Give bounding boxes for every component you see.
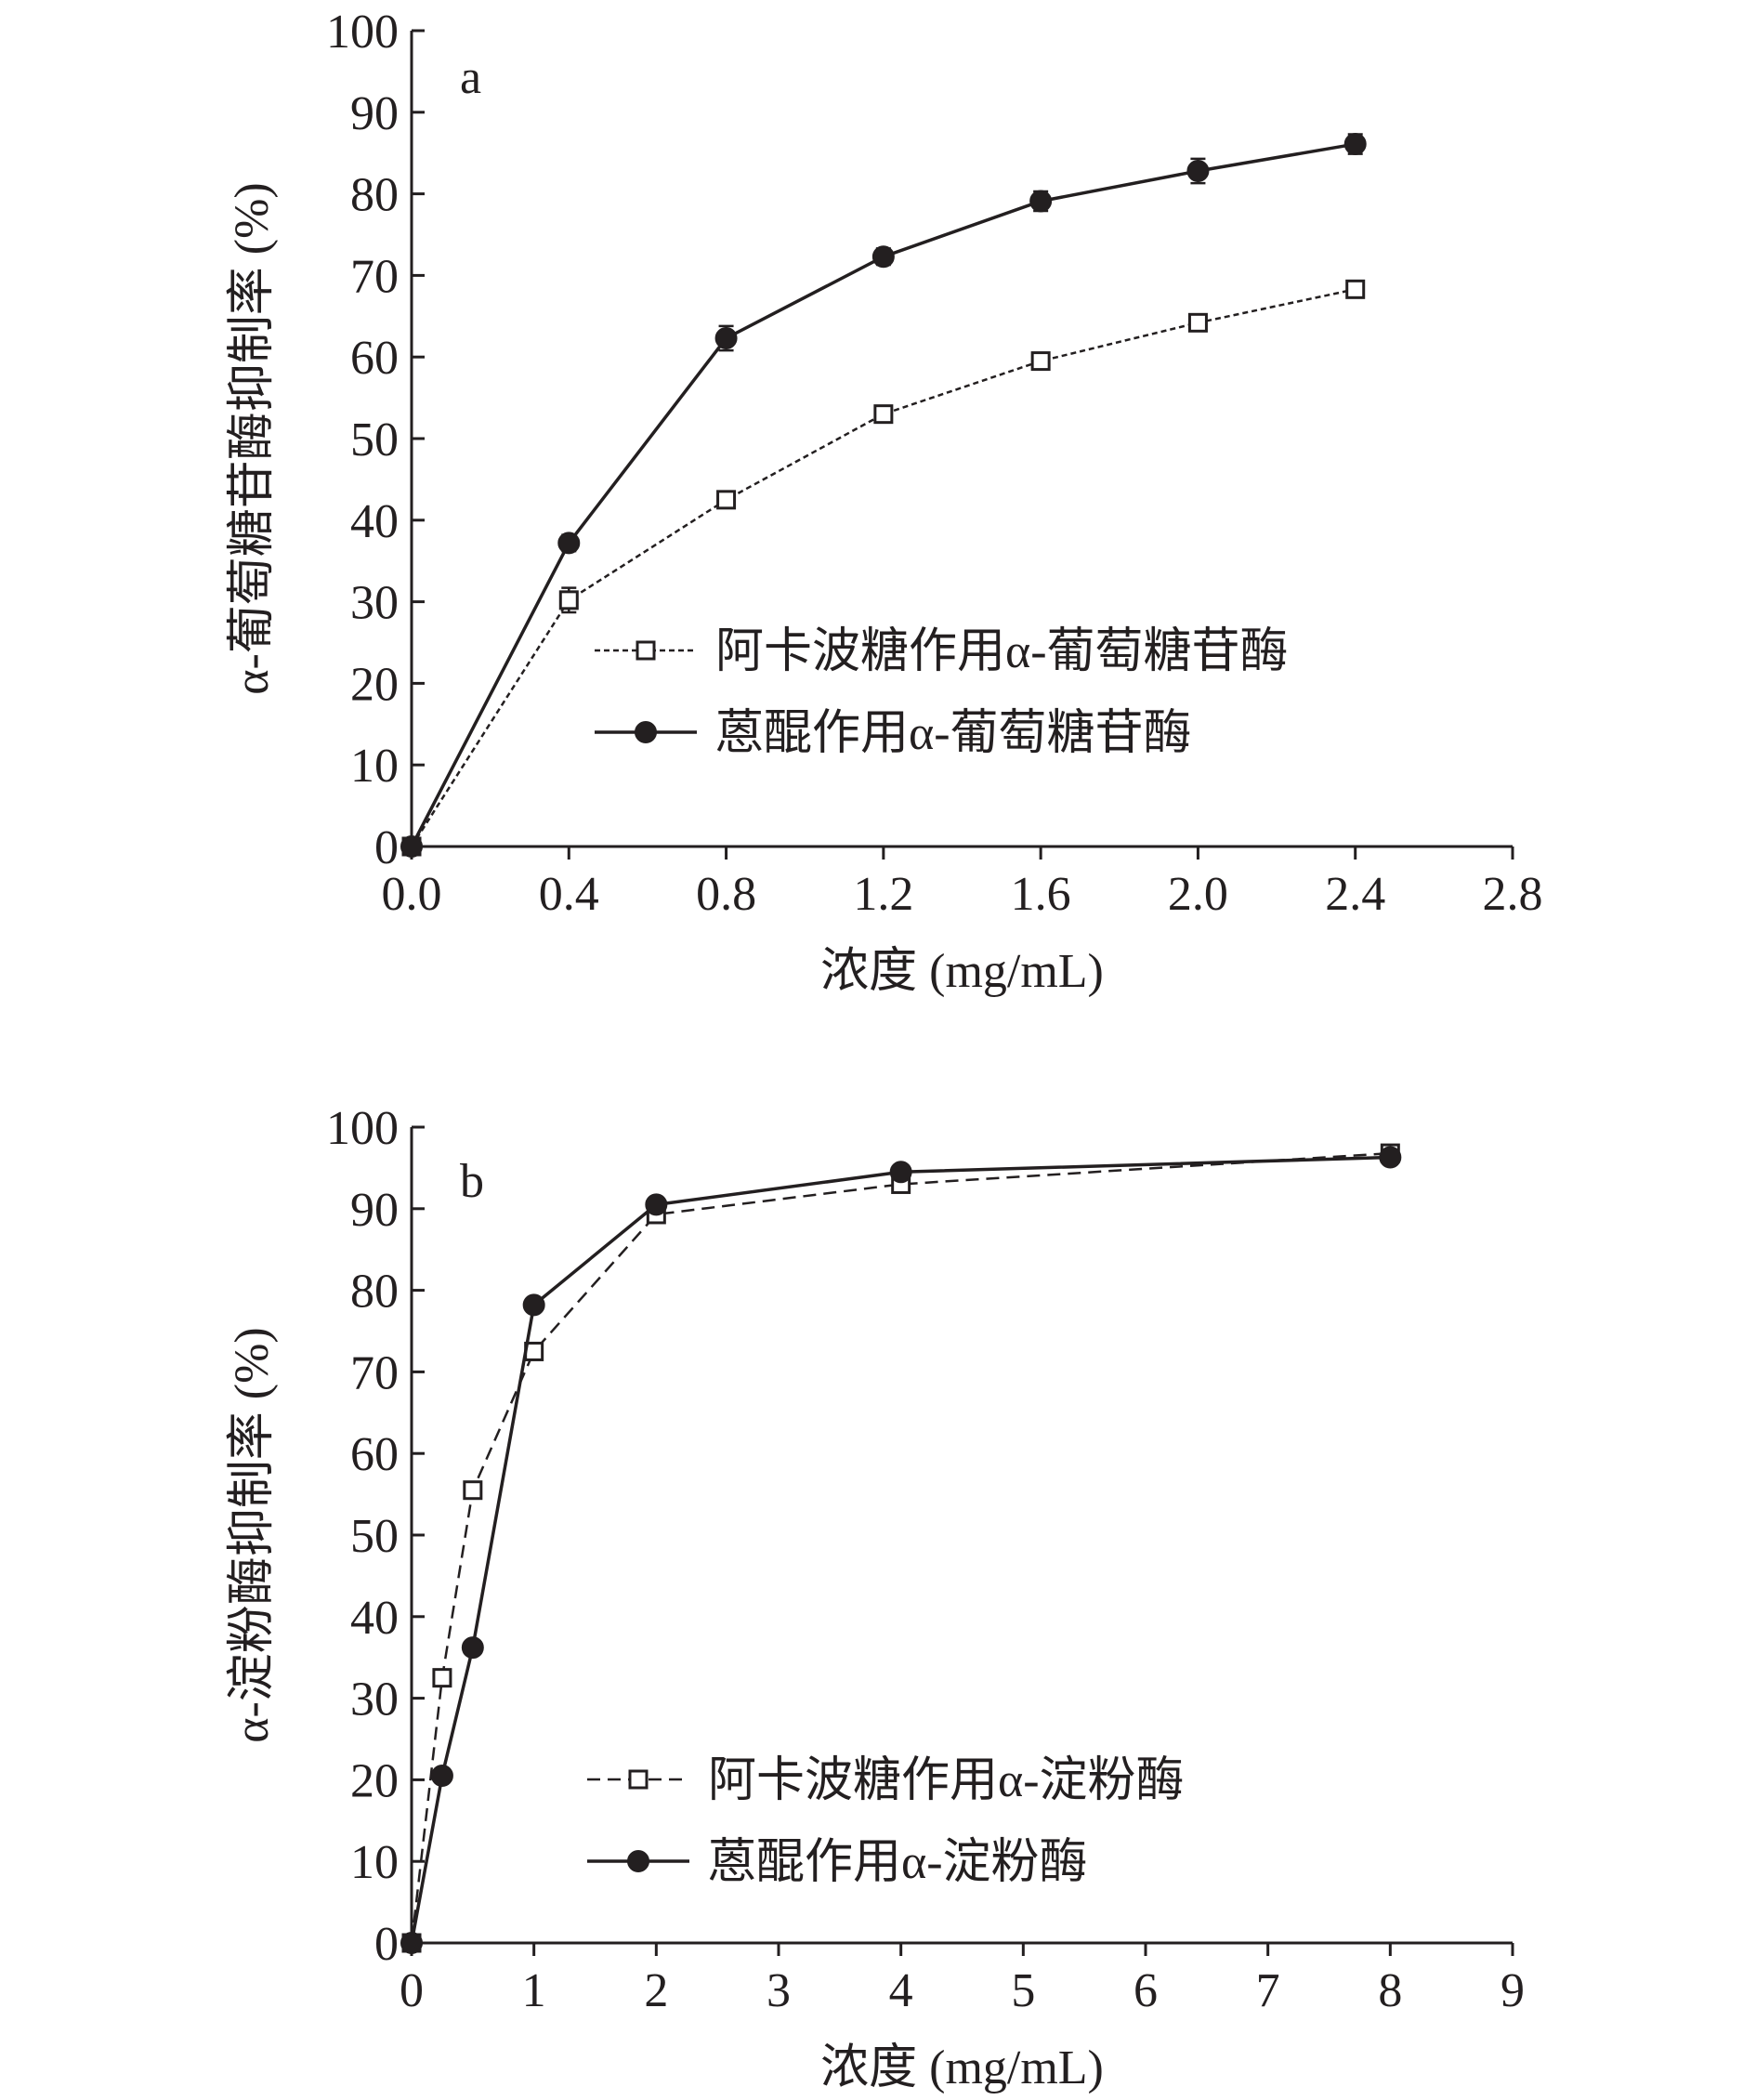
y-tick-label: 20 [350, 1754, 399, 1807]
y-tick-label: 50 [350, 1510, 399, 1563]
series-2-point [645, 1193, 668, 1216]
series-2-point [871, 245, 895, 269]
chart-panel-b: 0 10 20 30 40 50 60 70 80 90 100 0 1 2 3 4 5 6 7 8 9 b 浓度 (mg/… [226, 1102, 1525, 2094]
series-1-point [558, 590, 579, 610]
series-2-point [461, 1636, 484, 1660]
y-tick-label: 90 [350, 1184, 399, 1237]
legend-label: 蒽醌作用α-淀粉酶 [708, 1836, 1088, 1889]
y-tick-label: 0 [374, 1918, 399, 1971]
x-tick-label: 0.0 [382, 868, 442, 921]
series-1-point [1345, 279, 1366, 299]
y-tick-label: 10 [350, 1836, 399, 1889]
x-tick-label: 1 [522, 1964, 546, 2017]
y-tick-label: 100 [326, 6, 399, 59]
y-tick-label: 40 [350, 495, 399, 548]
series-2-point [400, 835, 423, 858]
x-tick-label: 9 [1500, 1964, 1525, 2017]
series-1-line [410, 288, 1356, 847]
y-tick-label: 80 [350, 169, 399, 222]
y-tick-label: 30 [350, 1673, 399, 1726]
y-tick-label: 30 [350, 577, 399, 630]
series-2-point [1343, 133, 1367, 156]
x-tick-label: 1.6 [1011, 868, 1071, 921]
series-1-point [716, 490, 737, 510]
series-2-point [1029, 190, 1053, 213]
x-tick-label: 3 [767, 1964, 791, 2017]
y-tick-label: 80 [350, 1266, 399, 1319]
x-tick-label: 0.4 [539, 868, 599, 921]
series-2-point [522, 1293, 545, 1317]
panel-label: b [460, 1155, 484, 1208]
legend-marker [628, 1769, 649, 1790]
x-tick-label: 6 [1134, 1964, 1158, 2017]
x-tick-label: 2.8 [1483, 868, 1543, 921]
x-tick-label: 2 [644, 1964, 668, 2017]
y-tick-label: 20 [350, 658, 399, 711]
x-tick-label: 8 [1378, 1964, 1402, 2017]
legend-marker [635, 721, 657, 743]
x-axis-title: 浓度 (mg/mL) [820, 2041, 1104, 2094]
series-2-line [410, 1155, 1391, 1944]
y-tick-label: 10 [350, 740, 399, 793]
y-axis-title: α-葡萄糖苷酶抑制率 (%) [226, 182, 279, 695]
series-2-point [1186, 160, 1210, 183]
y-tick-label: 60 [350, 332, 399, 385]
legend-label: 阿卡波糖作用α-葡萄糖苷酶 [715, 625, 1289, 678]
x-tick-label: 2.4 [1325, 868, 1385, 921]
series-1-point [1187, 312, 1208, 333]
series-1-point [463, 1480, 483, 1501]
y-tick-label: 40 [350, 1592, 399, 1645]
x-axis-title: 浓度 (mg/mL) [820, 945, 1104, 998]
series-2-point [889, 1161, 912, 1184]
y-tick-label: 90 [350, 87, 399, 140]
panel-label: a [460, 51, 481, 104]
y-tick-label: 50 [350, 413, 399, 466]
y-axis-title: α-淀粉酶抑制率 (%) [226, 1327, 279, 1743]
x-tick-label: 0.8 [696, 868, 756, 921]
legend-label: 蒽醌作用α-葡萄糖苷酶 [715, 707, 1192, 760]
x-tick-label: 4 [889, 1964, 913, 2017]
y-tick-label: 100 [326, 1102, 399, 1155]
y-tick-label: 60 [350, 1428, 399, 1481]
x-tick-label: 0 [400, 1964, 424, 2017]
chart-panel-a: 0 10 20 30 40 50 60 70 80 90 100 0.0 0.4 0.8 1.2 1.6 2.0… [226, 6, 1543, 998]
legend-label: 阿卡波糖作用α-淀粉酶 [708, 1754, 1185, 1807]
series-1-point [1030, 351, 1051, 372]
y-tick-label: 70 [350, 250, 399, 303]
series-2-point [1379, 1146, 1402, 1169]
legend-marker [627, 1850, 649, 1872]
legend-marker [636, 640, 656, 661]
x-tick-label: 1.2 [853, 868, 913, 921]
series-2-point [714, 327, 738, 350]
y-tick-label: 70 [350, 1346, 399, 1399]
series-2-point [400, 1932, 423, 1954]
y-tick-label: 0 [374, 821, 399, 874]
x-tick-label: 5 [1011, 1964, 1035, 2017]
series-1-point [432, 1668, 452, 1688]
series-2-point [430, 1765, 453, 1788]
x-tick-label: 2.0 [1168, 868, 1228, 921]
x-tick-label: 7 [1256, 1964, 1280, 2017]
series-1-line [410, 1151, 1391, 1944]
series-1-point [873, 404, 894, 425]
series-2-point [557, 532, 581, 555]
